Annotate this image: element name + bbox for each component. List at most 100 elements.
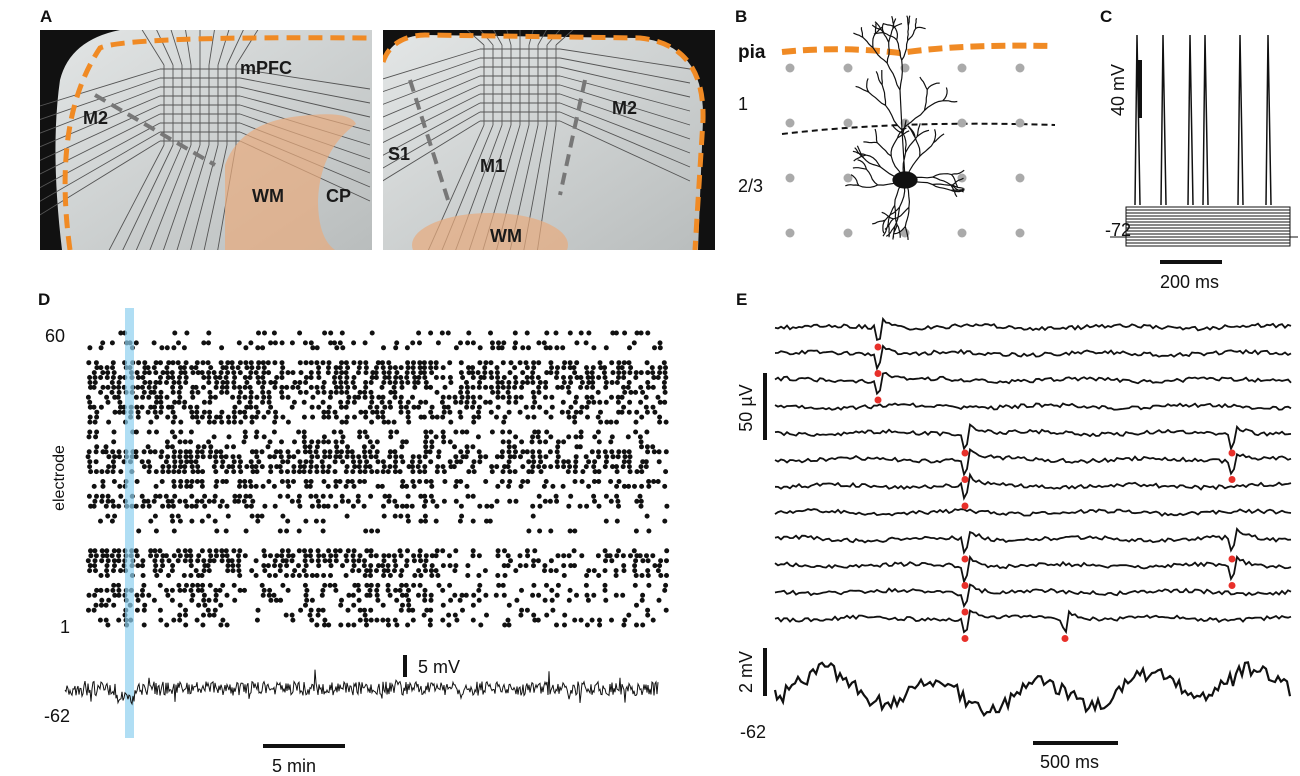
unit-trace: [774, 447, 1292, 477]
electrode-leads: [383, 30, 691, 250]
voltage-trace: [1110, 227, 1298, 238]
lfp-trace: [64, 669, 659, 706]
panel-label: C: [1100, 7, 1112, 26]
spike-marker: [961, 608, 969, 616]
spike-raster-row: [88, 503, 670, 509]
baseline-label: -72: [1105, 220, 1131, 240]
spike-raster-row: [118, 330, 651, 336]
spike-raster-row: [87, 464, 649, 470]
voltage-trace: [1110, 236, 1298, 247]
baseline-label: -62: [740, 722, 766, 742]
spike-raster-row: [87, 380, 667, 385]
spike-raster-row: [86, 493, 643, 499]
scale-label: 200 ms: [1160, 272, 1219, 292]
spike-raster-row: [87, 568, 661, 574]
spike-raster-row: [87, 399, 668, 405]
spike-raster-row: [85, 558, 670, 564]
spike-raster-row: [85, 454, 633, 460]
spike-marker: [874, 343, 882, 351]
spike: [1160, 34, 1167, 206]
unit-trace: [774, 508, 1292, 517]
scale-label: 2 mV: [736, 651, 756, 693]
unit-trace: [774, 344, 1292, 372]
spike: [1237, 34, 1244, 206]
scale-label: 5 mV: [418, 657, 460, 677]
spike-marker: [1228, 449, 1236, 457]
unit-trace: [774, 316, 1292, 341]
voltage-trace: [1110, 221, 1298, 238]
spike-raster-row: [87, 345, 663, 351]
electrode-dot: [785, 118, 795, 128]
region-label: WM: [252, 186, 284, 206]
region-label: M2: [612, 98, 637, 118]
region-label: M2: [83, 108, 108, 128]
spike-raster-row: [92, 498, 644, 504]
lfp-trace: [773, 661, 1292, 718]
spike-raster-row: [87, 459, 662, 465]
panel-label: A: [40, 7, 52, 26]
spike-raster-row: [87, 563, 663, 569]
spike-raster-row: [94, 409, 658, 415]
spike-raster-row: [86, 592, 646, 598]
spike-raster-row: [87, 404, 656, 410]
electrode-dot: [1015, 228, 1025, 238]
spike-marker: [1061, 635, 1069, 642]
spike-raster-row: [87, 414, 663, 420]
spike-raster-row: [87, 375, 669, 380]
electrode-leads: [40, 30, 371, 250]
spike: [1134, 34, 1141, 206]
spike-marker: [961, 449, 969, 457]
spike-marker: [1228, 582, 1236, 589]
electrode-dot: [785, 173, 795, 183]
spike-raster-row: [87, 419, 669, 425]
layer-label: pia: [738, 42, 766, 63]
spike-raster-row: [98, 518, 668, 524]
panel-label: E: [736, 290, 747, 309]
layer-label: 1: [738, 94, 748, 114]
unit-trace: [774, 554, 1292, 585]
unit-trace: [774, 527, 1292, 555]
spike-raster-row: [100, 340, 663, 346]
soma: [892, 171, 918, 189]
spike-marker: [961, 502, 969, 510]
spike-raster-row: [136, 528, 652, 534]
unit-trace: [774, 402, 1292, 411]
spike: [1187, 34, 1194, 206]
electrode-dot: [957, 228, 967, 238]
region-label: CP: [326, 186, 351, 206]
baseline-label: -62: [44, 706, 70, 726]
electrode-dot: [957, 63, 967, 73]
panel-label: B: [735, 7, 747, 26]
layer-label: 2/3: [738, 176, 763, 196]
spike-marker: [961, 476, 969, 483]
region-label: M1: [480, 156, 505, 176]
spike: [1202, 34, 1209, 206]
spike-raster-row: [105, 622, 646, 628]
neuron: [845, 15, 965, 240]
spike-raster-row: [85, 394, 661, 400]
voltage-trace: [1110, 209, 1298, 238]
electrode-dot: [785, 63, 795, 73]
spike-raster-row: [86, 449, 669, 455]
unit-trace: [774, 583, 1292, 609]
spike-marker: [1228, 555, 1236, 563]
spike-raster-row: [111, 582, 669, 588]
slice-left: [40, 30, 372, 250]
unit-trace: [774, 422, 1292, 452]
voltage-trace: [1110, 206, 1298, 238]
electrode-dot: [843, 63, 853, 73]
electrode-dot: [957, 118, 967, 128]
spike-raster-row: [97, 617, 656, 623]
spike-raster-row: [105, 513, 650, 519]
scale-label: 50 µV: [736, 384, 756, 431]
spike-raster-row: [88, 548, 670, 554]
spike-raster-row: [99, 597, 662, 603]
spike-raster-row: [93, 602, 639, 608]
spike-raster-row: [94, 365, 668, 371]
spike-raster-row: [88, 384, 667, 390]
spike-raster-row: [122, 612, 651, 618]
spike-marker: [961, 555, 969, 563]
slice-right: [383, 30, 715, 250]
spike-raster-row: [98, 573, 669, 578]
spike-marker: [874, 370, 882, 377]
